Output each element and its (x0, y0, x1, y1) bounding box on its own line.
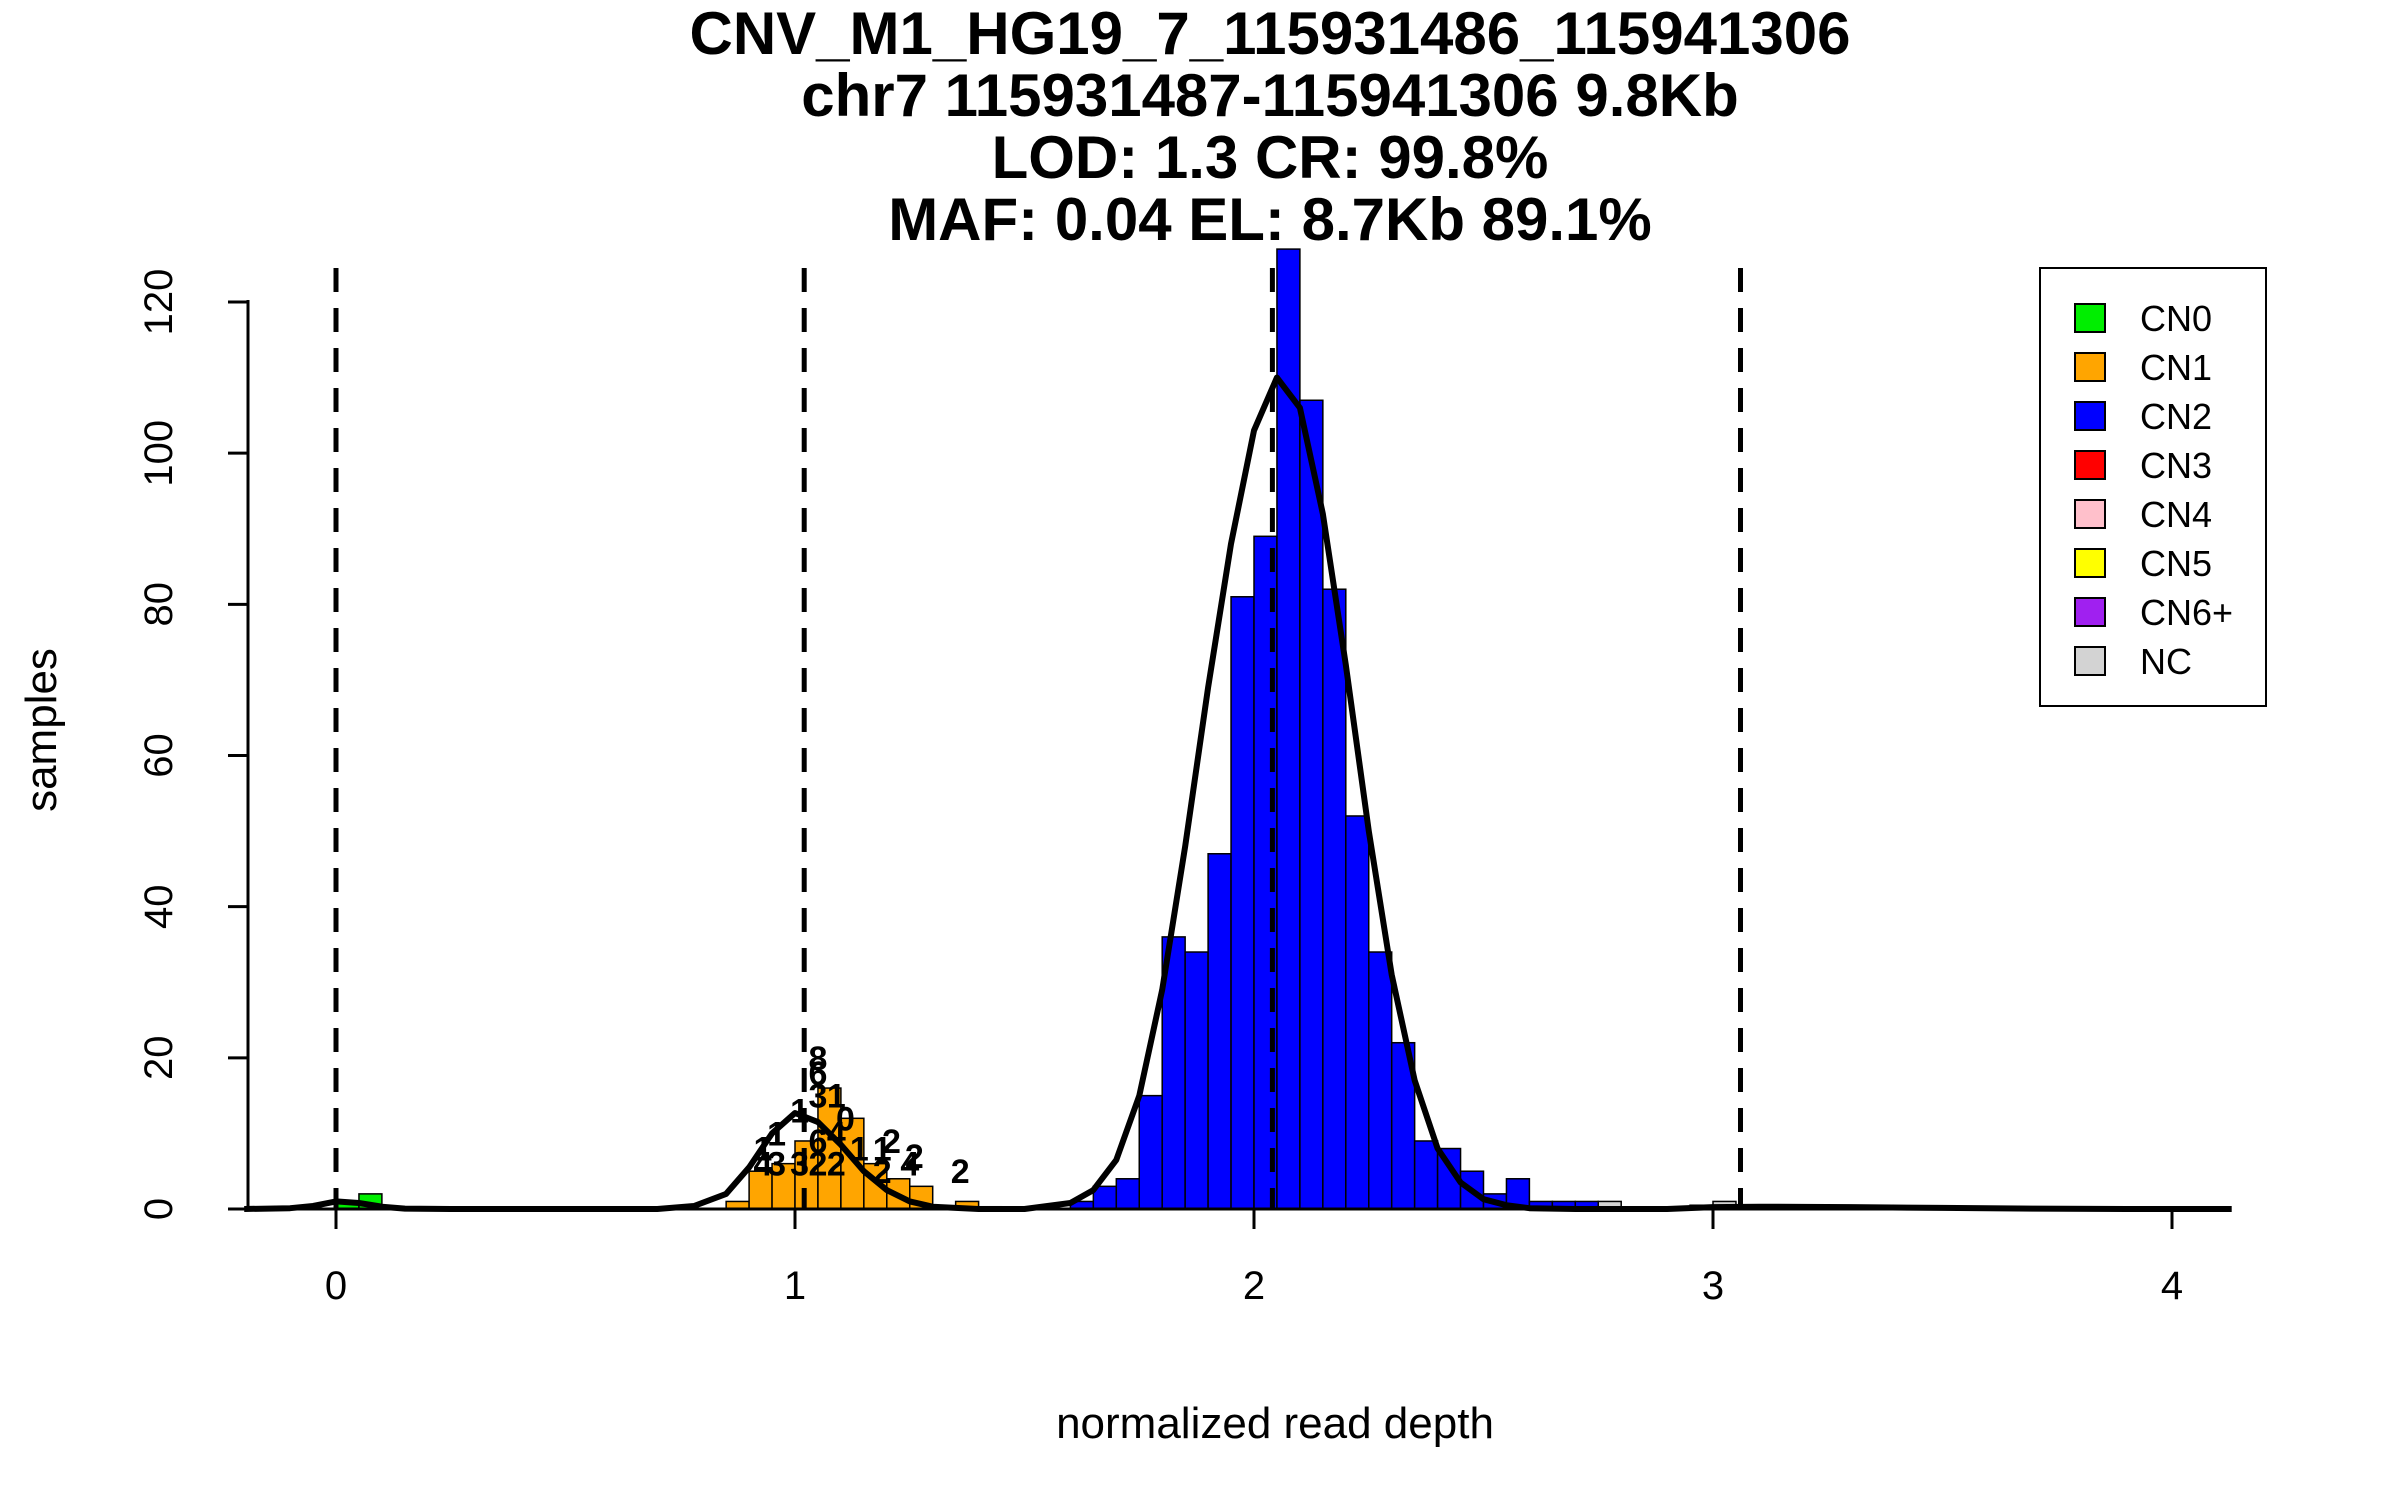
x-axis-ticks: 0 1 2 3 4 (325, 1209, 2183, 1308)
x-axis-label: normalized read depth (1056, 1399, 1494, 1448)
legend-swatch-cn5 (2074, 548, 2106, 578)
y-axis-label: samples (17, 648, 66, 812)
bar-count-label-5: 1 (790, 1093, 809, 1131)
legend-label-cn4: CN4 (2140, 494, 2212, 535)
x-tick-label-3: 3 (1702, 1264, 1724, 1308)
bar-count-label-18: 2 (882, 1123, 901, 1161)
y-tick-label-20: 20 (137, 1036, 181, 1081)
y-tick-label-0: 0 (137, 1198, 181, 1220)
bar-count-label-4: 3 (790, 1146, 809, 1184)
legend-label-cn2: CN2 (2140, 396, 2212, 437)
chart-title: CNV_M1_HG19_7_115931486_115941306 chr7 1… (689, 0, 1850, 253)
bar-cn2-5 (1184, 951, 1209, 1210)
bar-count-label-16: 1 (873, 1131, 892, 1169)
bar-count-label-19: 4 (900, 1146, 919, 1184)
y-axis-ticks: 0 20 40 60 80 100 120 (137, 269, 248, 1220)
legend-label-nc: NC (2140, 641, 2192, 682)
y-tick-label-40: 40 (137, 884, 181, 929)
legend: CN0 CN1 CN2 CN3 CN4 CN5 CN6+ NC (2039, 267, 2267, 707)
x-tick-label-4: 4 (2161, 1264, 2183, 1308)
bar-count-label-8: 3 (809, 1078, 828, 1116)
bar-count-label-0: 4 (753, 1146, 772, 1184)
bar-cn2-2 (1115, 1178, 1141, 1210)
x-tick-label-0: 0 (325, 1264, 347, 1308)
bar-count-label-15: 1 (850, 1131, 869, 1169)
bar-cn2-12 (1345, 815, 1370, 1210)
title-line-1: CNV_M1_HG19_7_115931486_115941306 (689, 0, 1850, 67)
legend-swatch-nc (2074, 646, 2106, 676)
legend-swatch-cn4 (2074, 499, 2106, 529)
bar-count-label-3: 3 (767, 1146, 786, 1184)
bar-cn2-15 (1413, 1140, 1439, 1210)
bar-cn2-13 (1368, 951, 1393, 1210)
legend-label-cn3: CN3 (2140, 445, 2212, 486)
legend-label-cn1: CN1 (2140, 347, 2212, 388)
bar-count-label-11: 2 (827, 1146, 846, 1184)
y-tick-label-100: 100 (137, 420, 181, 487)
legend-label-cn6plus: CN6+ (2140, 592, 2233, 633)
bar-count-label-9: 6 (809, 1055, 828, 1093)
legend-swatch-cn1 (2074, 352, 2106, 382)
bar-count-label-6: 2 (809, 1146, 828, 1184)
bar-cn2-3 (1138, 1094, 1163, 1210)
legend-swatch-cn6plus (2074, 597, 2106, 627)
histogram-bars (335, 248, 1737, 1210)
legend-swatch-cn2 (2074, 401, 2106, 431)
title-line-3: LOD: 1.3 CR: 99.8% (992, 124, 1549, 191)
title-line-2: chr7 115931487-115941306 9.8Kb (801, 62, 1738, 129)
bar-cn2-6 (1207, 853, 1232, 1210)
bar-count-label-14: 0 (836, 1100, 855, 1138)
bar-count-label-20: 2 (905, 1138, 924, 1176)
bar-count-label-1: 1 (753, 1131, 772, 1169)
legend-swatch-cn3 (2074, 450, 2106, 480)
legend-box (2039, 267, 2267, 707)
bar-count-label-13: 1 (827, 1078, 846, 1116)
title-line-4: MAF: 0.04 EL: 8.7Kb 89.1% (888, 186, 1652, 253)
bar-count-label-17: 2 (873, 1153, 892, 1191)
x-tick-label-1: 1 (784, 1264, 806, 1308)
legend-label-cn5: CN5 (2140, 543, 2212, 584)
copy-number-reference-lines (333, 268, 1743, 1209)
bar-count-label-21: 2 (951, 1153, 970, 1191)
y-tick-label-60: 60 (137, 733, 181, 778)
bar-count-label-12: 4 (827, 1115, 846, 1153)
bar-count-label-10: 8 (809, 1040, 828, 1078)
bar-count-label-7: 6 (809, 1123, 828, 1161)
bar-cn2-7 (1230, 596, 1255, 1210)
y-tick-label-120: 120 (137, 269, 181, 336)
bar-count-label-2: 1 (767, 1115, 786, 1153)
bar-cn2-10 (1299, 399, 1324, 1210)
x-tick-label-2: 2 (1243, 1264, 1265, 1308)
y-tick-label-80: 80 (137, 582, 181, 627)
legend-label-cn0: CN0 (2140, 298, 2212, 339)
legend-swatch-cn0 (2074, 303, 2106, 333)
bar-cn2-11 (1322, 588, 1347, 1210)
